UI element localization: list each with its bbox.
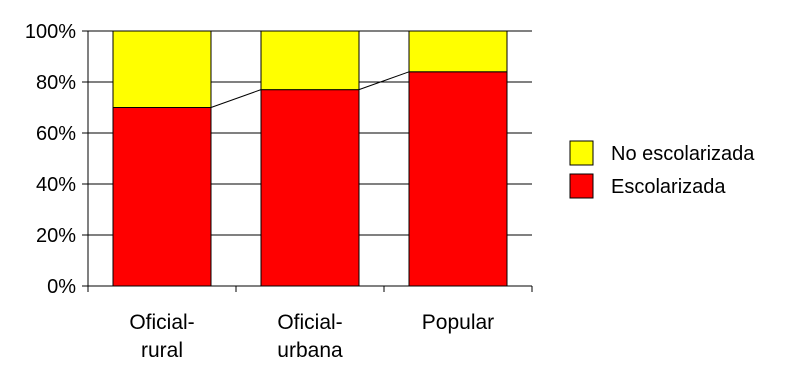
bar-no-escolarizada-2: [408, 30, 508, 73]
legend-swatch-escolarizada: [569, 173, 594, 199]
y-tick-label-1: 20%: [36, 225, 76, 247]
x-category-label-2-0: Popular: [422, 311, 494, 334]
x-category-label-0-1: rural: [141, 339, 183, 360]
y-tick-label-0: 0%: [47, 276, 76, 298]
y-tick-label-2: 40%: [36, 174, 76, 196]
bar-escolarizada-1: [260, 89, 360, 287]
x-category-label-1-0: Oficial-: [277, 311, 342, 334]
bar-no-escolarizada-0: [112, 30, 212, 108]
bar-escolarizada-2: [408, 71, 508, 287]
series-line-0-0: [210, 89, 262, 108]
y-tick-label-4: 80%: [36, 72, 76, 94]
x-category-label-0-0: Oficial-: [129, 311, 194, 334]
x-category-label-1-1: urbana: [277, 339, 343, 360]
series-line-1-0: [358, 71, 410, 91]
legend-label-escolarizada: Escolarizada: [611, 176, 726, 198]
y-tick-label-5: 100%: [25, 21, 76, 43]
bar-escolarizada-0: [112, 107, 212, 287]
y-tick-label-3: 60%: [36, 123, 76, 145]
legend-label-no-escolarizada: No escolarizada: [611, 143, 755, 165]
legend-swatch-no-escolarizada: [569, 140, 594, 166]
bar-no-escolarizada-1: [260, 30, 360, 91]
